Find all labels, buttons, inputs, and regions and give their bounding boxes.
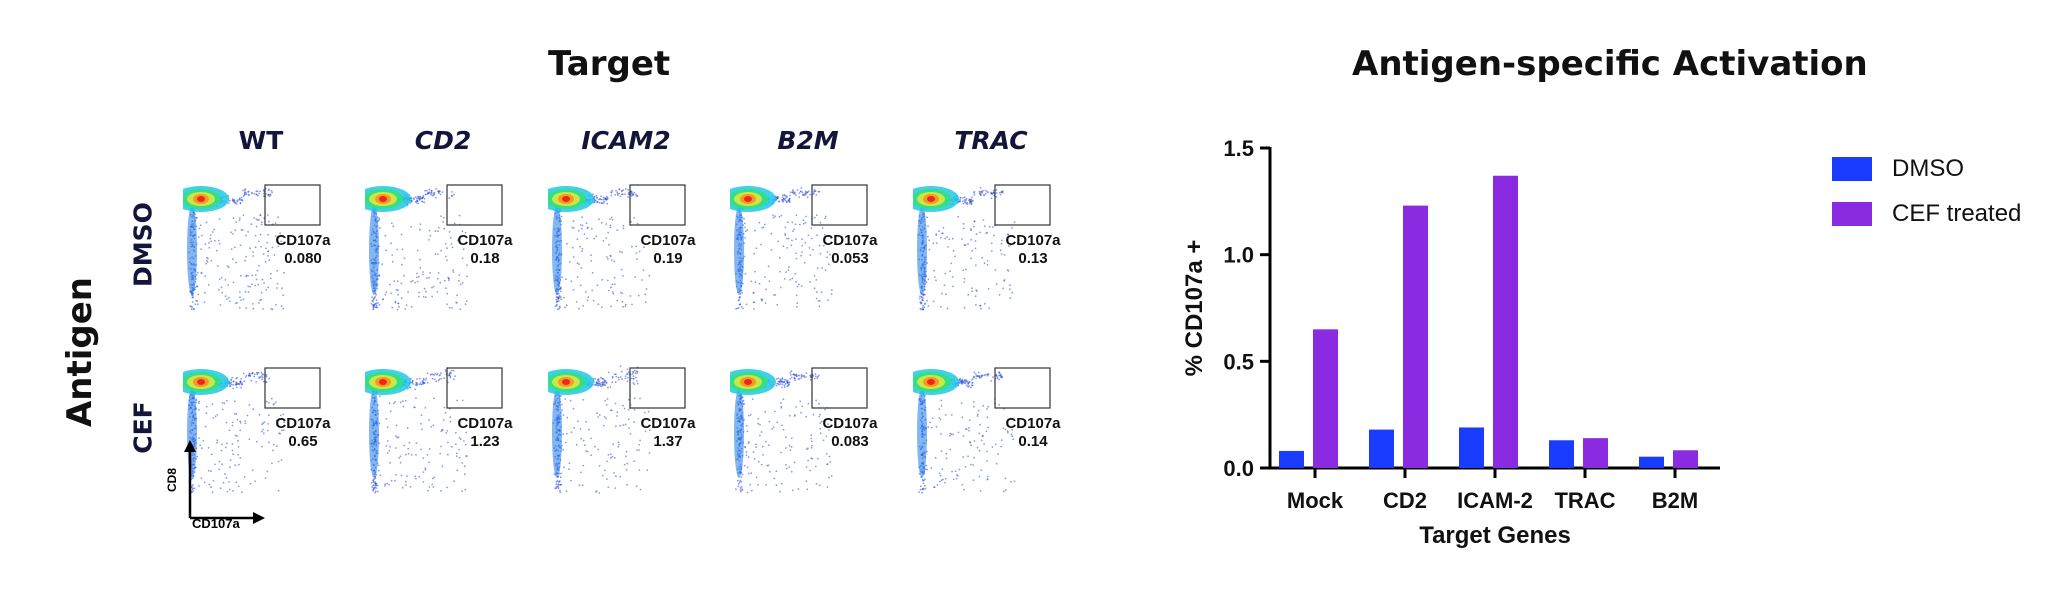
flow-plot	[913, 175, 1069, 315]
gate-value: 0.053	[831, 250, 869, 267]
row-header: DMSO	[128, 202, 158, 287]
gate-value: 0.19	[653, 250, 683, 267]
legend-swatch-dmso	[1832, 157, 1872, 181]
gate-value: 0.65	[288, 433, 318, 450]
x-tick-label: CD2	[1383, 488, 1427, 513]
legend-item-dmso: DMSO	[1832, 155, 1964, 183]
bar-dmso	[1549, 440, 1574, 468]
column-header: TRAC	[954, 126, 1028, 155]
bar-cef-treated	[1673, 450, 1698, 468]
gate-box	[629, 184, 686, 226]
column-header: ICAM2	[581, 126, 671, 155]
gate-value: 0.083	[831, 433, 869, 450]
column-header: WT	[238, 126, 284, 155]
column-header: CD2	[414, 126, 472, 155]
gate-box	[994, 367, 1051, 409]
column-header: B2M	[777, 126, 839, 155]
flow-plot	[365, 175, 521, 315]
flow-axis-arrows	[184, 440, 265, 524]
bar-chart: 0.0 0.5 1.0 1.5 Mock CD2 ICAM-2 TRAC B2M Target G…	[1181, 136, 1720, 549]
flow-plot	[730, 358, 886, 498]
antigen-side-label: Antigen	[60, 276, 100, 428]
gate-value: 0.14	[1018, 433, 1048, 450]
row-header: CEF	[128, 401, 158, 454]
axis-y-label: CD8	[165, 467, 179, 492]
y-tick-label: 1.0	[1223, 243, 1254, 268]
gate-name: CD107a	[1005, 232, 1061, 249]
gate-box	[446, 367, 503, 409]
axis-x-label: CD107a	[192, 516, 240, 531]
flow-plot	[183, 175, 339, 315]
gate-label: CD107a 0.053	[810, 232, 890, 268]
gate-label: CD107a 0.083	[810, 415, 890, 451]
bar-dmso	[1279, 450, 1304, 468]
gate-name: CD107a	[457, 415, 513, 432]
gate-label: CD107a 0.080	[263, 232, 343, 268]
bar-dmso	[1639, 456, 1664, 468]
gate-name: CD107a	[822, 232, 878, 249]
gate-label: CD107a 1.23	[445, 415, 525, 451]
gate-box	[811, 367, 868, 409]
gate-name: CD107a	[640, 415, 696, 432]
gate-box	[811, 184, 868, 226]
gate-name: CD107a	[275, 232, 331, 249]
gate-label: CD107a 0.19	[628, 232, 708, 268]
gate-box	[264, 367, 321, 409]
flow-plot	[365, 358, 521, 498]
gate-label: CD107a 1.37	[628, 415, 708, 451]
bar-cef-treated	[1493, 175, 1518, 468]
gate-value: 1.37	[653, 433, 683, 450]
legend-item-cef: CEF treated	[1832, 200, 2021, 228]
x-tick-label: ICAM-2	[1457, 488, 1533, 513]
gate-label: CD107a 0.18	[445, 232, 525, 268]
legend-swatch-cef	[1832, 202, 1872, 226]
y-tick-label: 1.5	[1223, 136, 1254, 161]
y-tick-label: 0.5	[1223, 349, 1254, 374]
x-tick-label: B2M	[1652, 488, 1698, 513]
gate-value: 0.080	[284, 250, 322, 267]
gate-name: CD107a	[275, 415, 331, 432]
gate-box	[994, 184, 1051, 226]
bar-dmso	[1459, 427, 1484, 468]
chart-title: Antigen-specific Activation	[1352, 44, 1868, 84]
y-tick-label: 0.0	[1223, 456, 1254, 481]
bar-cef-treated	[1403, 205, 1428, 468]
gate-name: CD107a	[822, 415, 878, 432]
gate-label: CD107a 0.13	[993, 232, 1073, 268]
gate-value: 0.13	[1018, 250, 1048, 267]
gate-label: CD107a 0.14	[993, 415, 1073, 451]
gate-value: 1.23	[470, 433, 500, 450]
y-axis-label: % CD107a +	[1181, 240, 1208, 377]
gate-box	[629, 367, 686, 409]
bar-dmso	[1369, 429, 1394, 468]
gate-name: CD107a	[457, 232, 513, 249]
legend-label-cef: CEF treated	[1892, 200, 2022, 227]
left-figure-title: Target	[548, 44, 671, 84]
gate-label: CD107a 0.65	[263, 415, 343, 451]
flow-plot	[913, 358, 1069, 498]
flow-plot	[183, 358, 339, 498]
gate-name: CD107a	[1005, 415, 1061, 432]
x-axis-label: Target Genes	[1419, 522, 1571, 549]
gate-value: 0.18	[470, 250, 500, 267]
flow-plot	[548, 175, 704, 315]
x-tick-label: Mock	[1287, 488, 1344, 513]
legend-label-dmso: DMSO	[1892, 155, 1964, 182]
flow-plot	[548, 358, 704, 498]
gate-box	[446, 184, 503, 226]
gate-box	[264, 184, 321, 226]
flow-plot	[730, 175, 886, 315]
gate-name: CD107a	[640, 232, 696, 249]
bar-cef-treated	[1583, 438, 1608, 468]
bar-cef-treated	[1313, 329, 1338, 468]
x-tick-label: TRAC	[1554, 488, 1615, 513]
